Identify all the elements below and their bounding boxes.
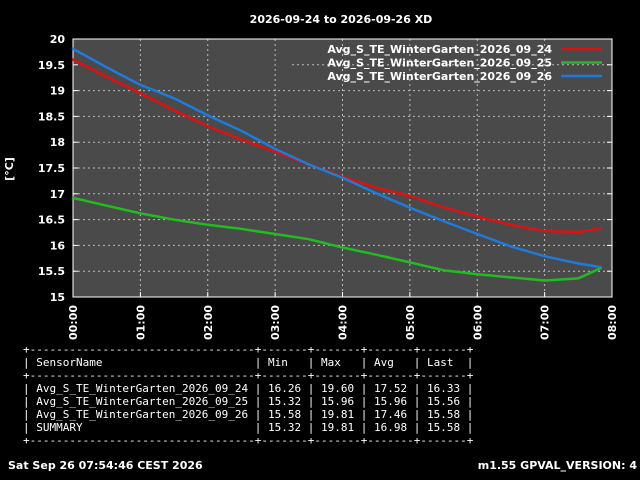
table-row: | Avg_S_TE_WinterGarten_2026_09_24 | 16.… xyxy=(23,382,474,395)
table-header: | SensorName | Min | Max | Avg | Last | xyxy=(23,356,474,369)
x-tick-label: 02:00 xyxy=(202,305,215,340)
legend: Avg_S_TE_WinterGarten_2026_09_24Avg_S_TE… xyxy=(327,43,602,83)
x-tick-label: 03:00 xyxy=(269,305,282,340)
y-tick-label: 19.5 xyxy=(38,59,65,72)
series-line-2 xyxy=(71,196,603,282)
table-separator: +----------------------------------+----… xyxy=(23,343,474,356)
legend-label: Avg_S_TE_WinterGarten_2026_09_26 xyxy=(327,70,552,83)
y-tick-label: 18.5 xyxy=(38,110,65,123)
y-tick-label: 17.5 xyxy=(38,162,65,175)
x-tick-label: 08:00 xyxy=(606,305,619,340)
series-lines xyxy=(71,47,603,282)
y-tick-label: 16 xyxy=(50,239,66,252)
x-tick-label: 05:00 xyxy=(404,305,417,340)
legend-label: Avg_S_TE_WinterGarten_2026_09_24 xyxy=(327,43,552,56)
x-tick-label: 01:00 xyxy=(134,305,147,340)
axes: 15 15.5 16 16.5 17 17.5 18 18.5 19 19.5 20 00:00 01:… xyxy=(38,33,619,340)
x-tick-label: 07:00 xyxy=(539,305,552,340)
plot-border xyxy=(72,38,613,298)
x-tick-label: 04:00 xyxy=(337,305,350,340)
footer-timestamp: Sat Sep 26 07:54:46 CEST 2026 xyxy=(8,459,203,472)
y-axis-label: [°C] xyxy=(3,157,16,181)
y-tick-label: 15 xyxy=(50,291,65,304)
y-tick-label: 15.5 xyxy=(38,265,65,278)
table-separator: +----------------------------------+----… xyxy=(23,434,474,447)
grid xyxy=(73,39,612,297)
footer-version: m1.55 GPVAL_VERSION: 4 xyxy=(477,459,637,472)
x-tick-label: 00:00 xyxy=(67,305,80,340)
table-separator: +----------------------------------+----… xyxy=(23,369,474,382)
stats-table: +----------------------------------+----… xyxy=(23,343,473,447)
table-row: | Avg_S_TE_WinterGarten_2026_09_26 | 15.… xyxy=(23,408,474,421)
chart-title: 2026-09-24 to 2026-09-26 XD xyxy=(250,13,433,26)
legend-label: Avg_S_TE_WinterGarten_2026_09_25 xyxy=(327,57,552,70)
y-tick-label: 18 xyxy=(50,136,65,149)
y-tick-label: 19 xyxy=(50,85,65,98)
y-tick-label: 16.5 xyxy=(38,214,65,227)
x-tick-label: 06:00 xyxy=(471,305,484,340)
y-tick-label: 17 xyxy=(50,188,65,201)
series-line-3 xyxy=(71,47,603,269)
table-row: | SUMMARY | 15.32 | 19.81 | 16.98 | 15.5… xyxy=(23,421,474,434)
y-tick-label: 20 xyxy=(50,33,66,46)
table-row: | Avg_S_TE_WinterGarten_2026_09_25 | 15.… xyxy=(23,395,474,408)
